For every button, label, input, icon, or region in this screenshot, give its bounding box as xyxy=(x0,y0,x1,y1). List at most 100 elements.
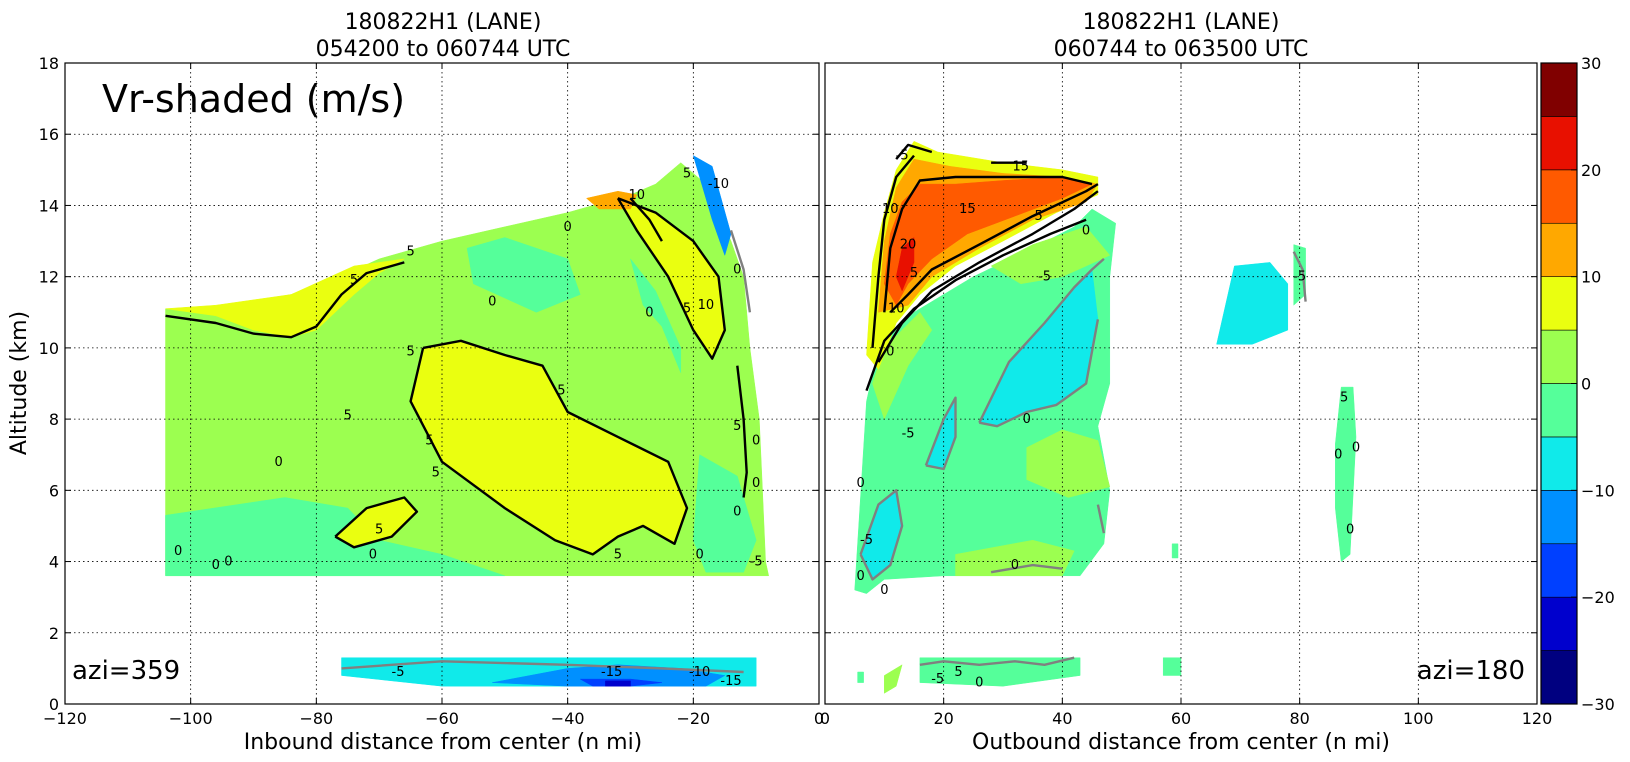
outbound-contour-label: 0 xyxy=(880,583,888,598)
inbound-contour-7 xyxy=(736,365,748,498)
outbound-contour-label: -5 xyxy=(860,533,873,548)
inbound-contour-label: 0 xyxy=(645,305,653,320)
outbound-region-3 xyxy=(1026,429,1111,498)
inbound-contour-0 xyxy=(729,230,752,313)
outbound-region-19 xyxy=(857,671,864,683)
inbound-contour-label: 0 xyxy=(369,547,377,562)
outbound-contour-1 xyxy=(883,175,1093,313)
outbound-x-tick-label: 40 xyxy=(1052,709,1072,728)
colorbar-tick-label: 30 xyxy=(1581,54,1601,73)
outbound-contour-label: 0 xyxy=(1082,223,1090,238)
inbound-contour-1 xyxy=(341,660,744,674)
colorbar-swatch xyxy=(1540,169,1578,224)
inbound-contour-label: 5 xyxy=(557,384,565,399)
inbound-contour-label: 0 xyxy=(733,263,741,278)
outbound-contour-10 xyxy=(859,489,904,581)
outbound-contour-label: 0 xyxy=(1023,412,1031,427)
inbound-contour-label: 5 xyxy=(406,344,414,359)
inbound-region-14 xyxy=(605,680,631,687)
inbound-contour-label: 0 xyxy=(752,476,760,491)
outbound-region-17 xyxy=(884,664,903,694)
outbound-contour-label: 20 xyxy=(900,238,917,253)
outbound-contour-label: 0 xyxy=(1352,441,1360,456)
colorbar-swatch xyxy=(1540,596,1578,651)
inbound-contour-label: 5 xyxy=(432,466,440,481)
inbound-panel: 180822H1 (LANE) 054200 to 060744 UTC 550… xyxy=(7,10,824,755)
outbound-contour-label: 0 xyxy=(1346,523,1354,538)
outbound-contour-lines xyxy=(859,143,1307,666)
inbound-x-ticks: −120 −100 −80 −60 −40 −20 0 xyxy=(43,63,824,728)
inbound-contour-label: -10 xyxy=(689,665,710,680)
outbound-contour-label: 0 xyxy=(1334,448,1342,463)
y-tick-label: 2 xyxy=(49,624,59,643)
inbound-panel-title-line2: 054200 to 060744 UTC xyxy=(316,37,571,62)
colorbar-ticks: −30 −20 −10 0 10 20 30 xyxy=(1571,54,1615,714)
outbound-contour-label: 10 xyxy=(888,302,905,317)
colorbar-tick-label: 20 xyxy=(1581,161,1601,180)
colorbar-swatch xyxy=(1540,543,1578,598)
outbound-contour-label: 0 xyxy=(886,344,894,359)
inbound-contour-label: 0 xyxy=(733,505,741,520)
inbound-contour-label: 0 xyxy=(695,547,703,562)
outbound-region-12 xyxy=(1216,262,1289,345)
outbound-contour-label: 0 xyxy=(856,569,864,584)
inbound-contour-2 xyxy=(165,261,405,339)
inbound-contour-5 xyxy=(616,197,726,360)
inbound-contour-label: 5 xyxy=(733,419,741,434)
inbound-x-tick-label: −100 xyxy=(169,709,213,728)
inbound-contour-label: 5 xyxy=(375,523,383,538)
inbound-contour-label: 5 xyxy=(683,302,691,317)
inbound-contour-label: -15 xyxy=(720,674,741,689)
outbound-region-11 xyxy=(895,236,915,292)
outbound-contour-label: 5 xyxy=(910,266,918,281)
inbound-contour-label: 0 xyxy=(212,558,220,573)
inbound-region-3 xyxy=(630,258,682,373)
y-tick-label: 4 xyxy=(49,553,59,572)
outbound-contour-label: 0 xyxy=(1011,558,1019,573)
inbound-contour-label: 5 xyxy=(344,409,352,424)
inbound-contour-label: 0 xyxy=(224,555,232,570)
outbound-contour-label: -5 xyxy=(1038,270,1051,285)
outbound-contour-label: 5 xyxy=(1034,209,1042,224)
colorbar-tick-label: −30 xyxy=(1581,695,1615,714)
outbound-contour-label: 0 xyxy=(856,476,864,491)
inbound-x-axis-label: Inbound distance from center (n mi) xyxy=(244,730,643,755)
outbound-contour-7 xyxy=(978,258,1105,424)
outbound-panel-title-line2: 060744 to 063500 UTC xyxy=(1054,37,1309,62)
inbound-grid xyxy=(65,63,819,704)
inbound-x-tick-label: 0 xyxy=(814,709,824,728)
inbound-x-tick-label: −60 xyxy=(425,709,459,728)
colorbar-tick-label: −20 xyxy=(1581,588,1615,607)
outbound-contour-12 xyxy=(1096,504,1106,534)
inbound-x-tick-label: −20 xyxy=(676,709,710,728)
colorbar-swatch xyxy=(1540,436,1578,491)
outbound-x-tick-label: 20 xyxy=(933,709,953,728)
outbound-contour-14 xyxy=(919,656,1075,666)
outbound-contour-9 xyxy=(924,396,957,471)
inbound-x-tick-label: −80 xyxy=(299,709,333,728)
outbound-contour-4 xyxy=(865,218,1087,392)
inbound-contour-label: 5 xyxy=(683,166,691,181)
inbound-contour-label: 5 xyxy=(350,273,358,288)
inbound-contour-label: 0 xyxy=(752,433,760,448)
inbound-contour-4 xyxy=(334,496,419,549)
outbound-x-ticks: 0 20 40 60 80 100 120 xyxy=(820,62,1553,728)
outbound-contour-label: -5 xyxy=(902,426,915,441)
outbound-contour-label: 0 xyxy=(975,676,983,691)
y-tick-label: 12 xyxy=(39,268,59,287)
inbound-contour-label: 5 xyxy=(406,245,414,260)
inbound-contour-label: 5 xyxy=(425,433,433,448)
outbound-contour-label: 5 xyxy=(1340,391,1348,406)
outbound-contour-0 xyxy=(871,154,915,348)
outbound-contour-8 xyxy=(979,319,1100,428)
inbound-contour-label: -5 xyxy=(392,665,405,680)
colorbar-tick-label: −10 xyxy=(1581,481,1615,500)
inbound-region-2 xyxy=(466,237,581,313)
colorbar-swatch xyxy=(1540,383,1578,438)
outbound-x-tick-label: 120 xyxy=(1522,709,1553,728)
inbound-contour-label: 0 xyxy=(274,455,282,470)
inbound-region-6 xyxy=(165,258,405,338)
